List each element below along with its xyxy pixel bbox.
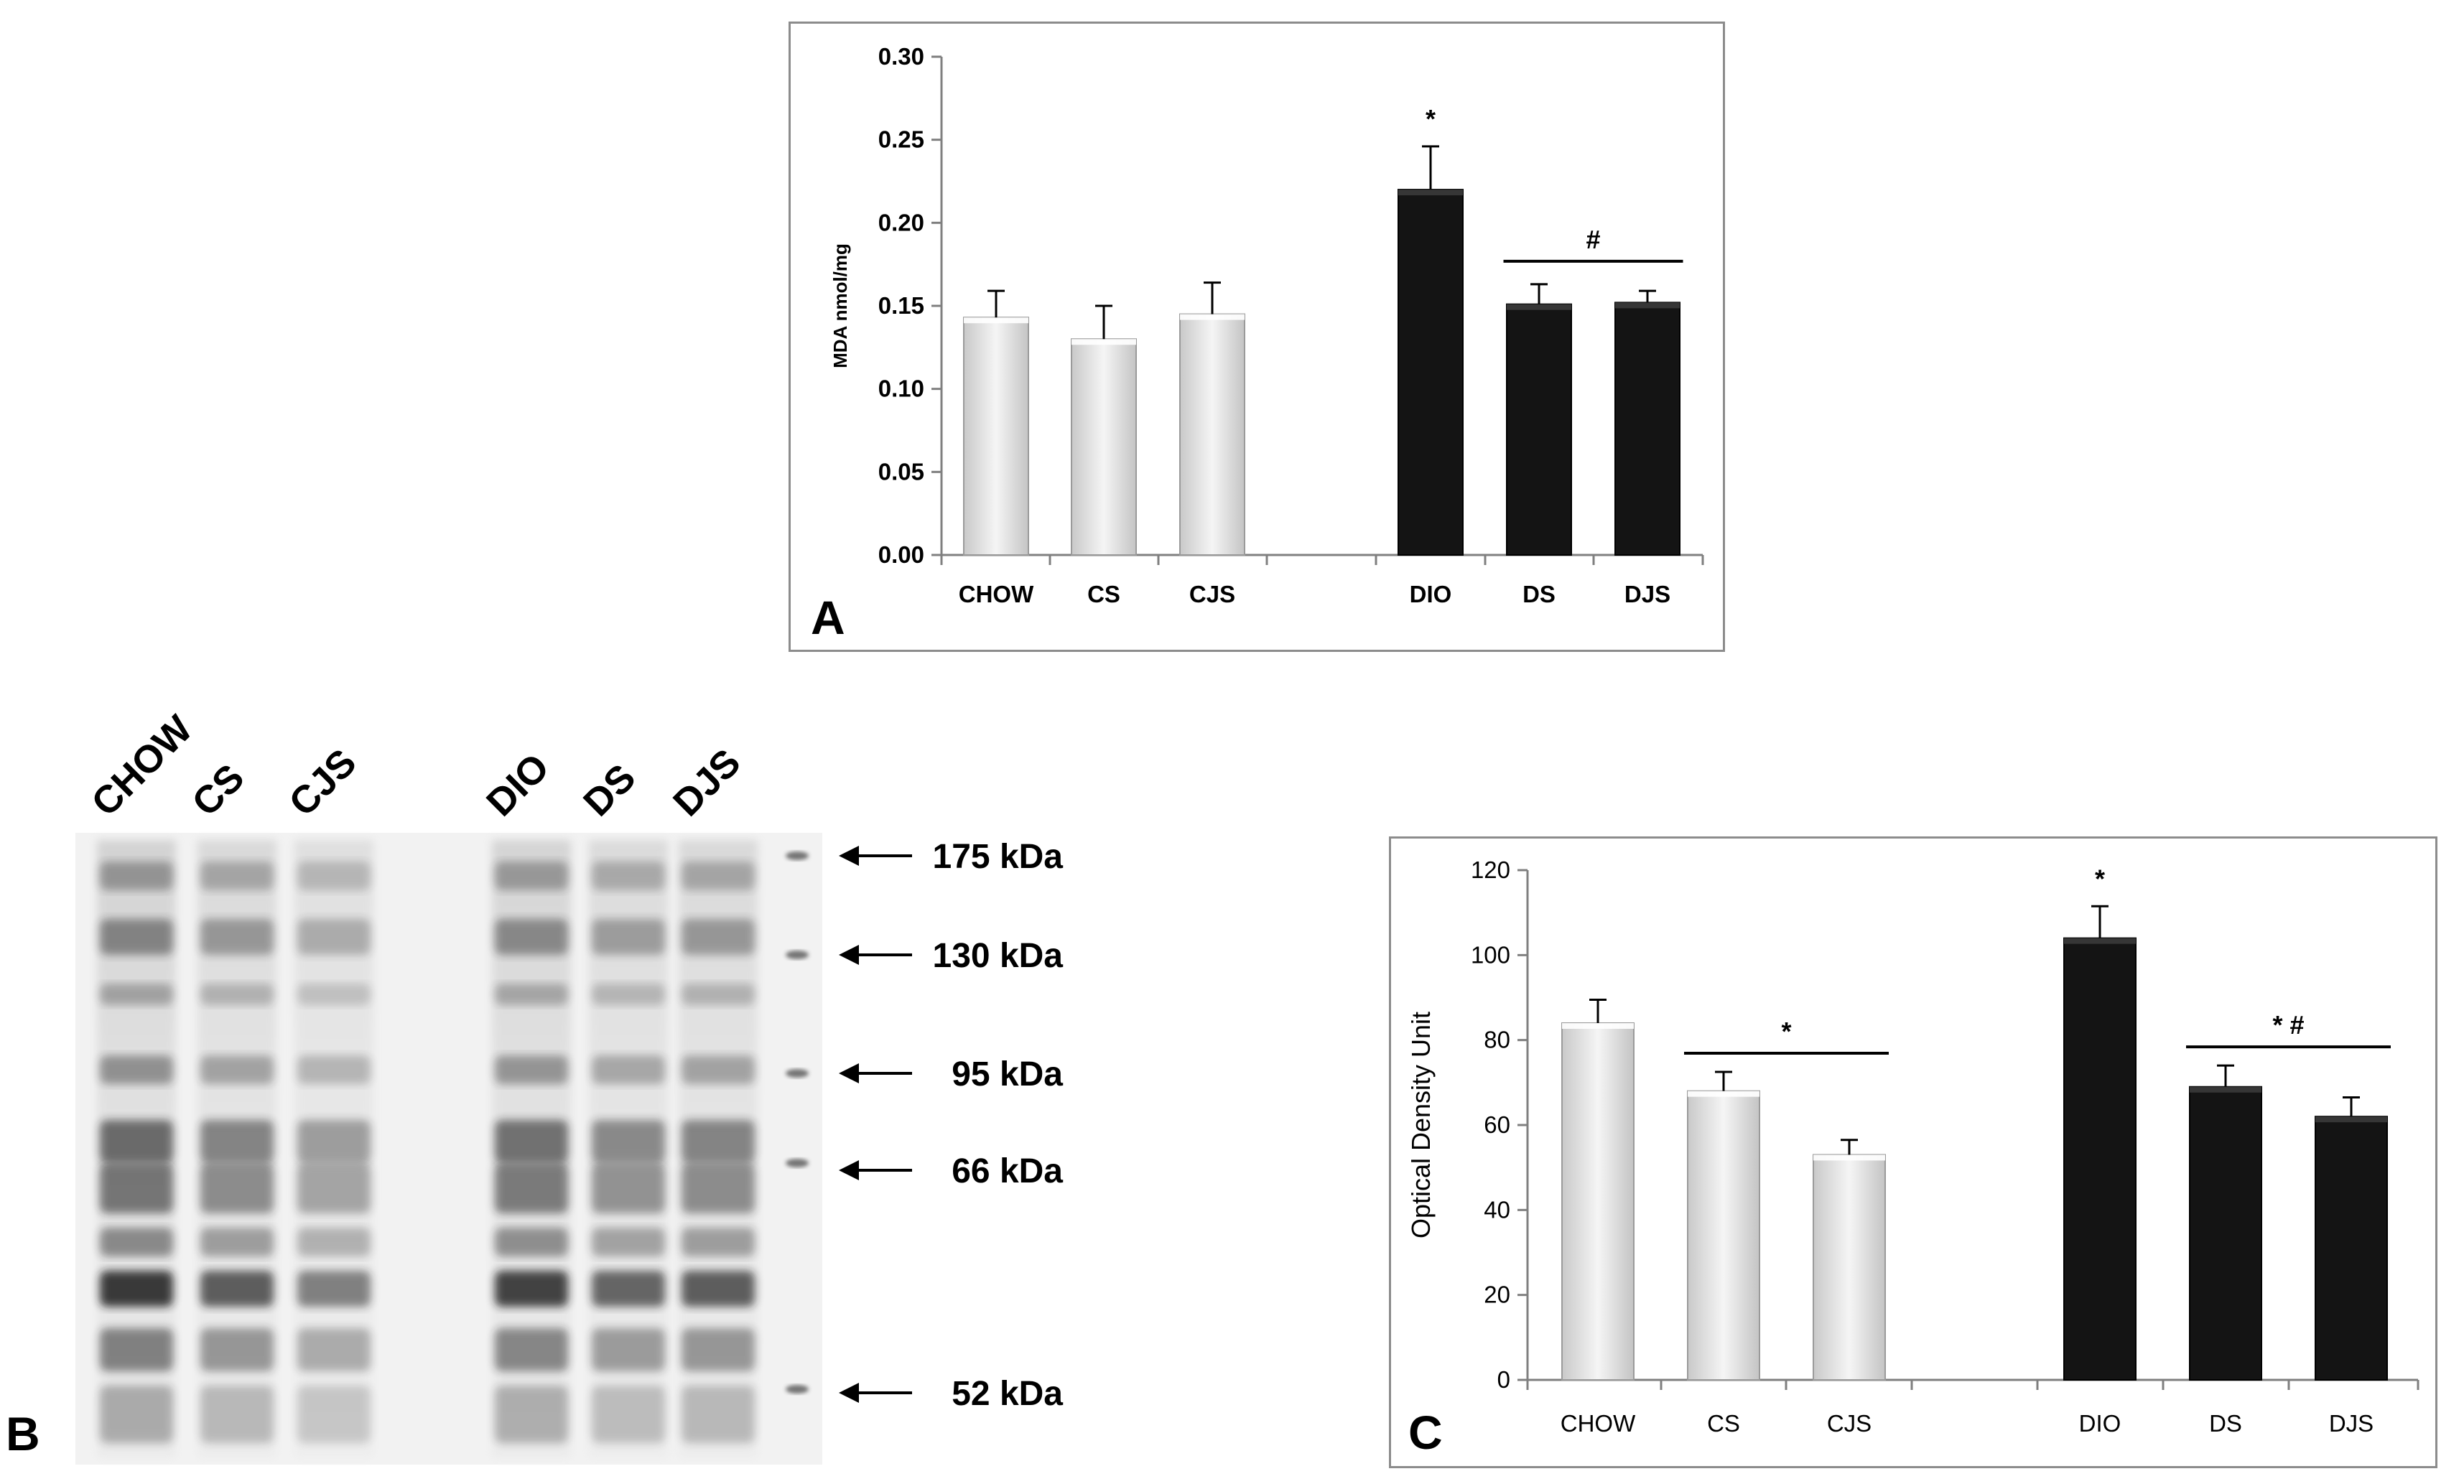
ladder-band <box>786 1069 809 1078</box>
x-tick-label-dio: DIO <box>1410 581 1452 607</box>
marker-arrowhead <box>839 945 859 965</box>
ladder-band <box>786 851 809 860</box>
bar-cap-dio <box>2064 938 2136 944</box>
y-tick-label: 120 <box>1471 857 1510 883</box>
marker-label: 175 kDa <box>933 838 1064 876</box>
blot-lane-cs <box>197 840 276 1457</box>
y-tick-label: 60 <box>1484 1111 1510 1138</box>
x-tick-label-cjs: CJS <box>1189 581 1235 607</box>
lane-label-chow: CHOW <box>83 707 200 824</box>
x-tick-label-djs: DJS <box>2329 1410 2374 1437</box>
ladder-band <box>786 951 809 959</box>
x-tick-label-cjs: CJS <box>1827 1410 1872 1437</box>
bar-ds <box>1506 303 1572 556</box>
bar-cs <box>1071 338 1137 556</box>
panel-a-chart: 0.00 0.05 0.10 0.15 0.20 0.25 0.30 CHOW CS CJS DIO… <box>811 43 1704 644</box>
panel-c-frame: 0 20 40 60 80 100 120 CHOW CS CJS DIO DS DJS * * * # Opt… <box>1389 836 2437 1468</box>
bar-cjs <box>1813 1154 1886 1381</box>
bar-cap-dio <box>1398 190 1463 196</box>
panel-letter-a: A <box>811 591 845 644</box>
bar-cap-cs <box>1688 1091 1759 1097</box>
bar-ds <box>2189 1086 2262 1381</box>
x-tick-label-cs: CS <box>1087 581 1120 607</box>
bar-cap-chow <box>1562 1023 1634 1029</box>
marker-label: 130 kDa <box>933 937 1064 975</box>
x-tick-label-ds: DS <box>2209 1410 2242 1437</box>
lane-label-dio: DIO <box>478 745 557 824</box>
blot-lane-djs <box>679 840 758 1457</box>
x-tick-label-ds: DS <box>1522 581 1556 607</box>
bar-dio <box>2063 937 2137 1381</box>
panel-c-chart: 0 20 40 60 80 100 120 CHOW CS CJS DIO DS DJS * * * # Opt… <box>1406 857 2419 1459</box>
blot-lane-chow <box>97 840 176 1457</box>
y-tick-label: 20 <box>1484 1282 1510 1308</box>
marker-arrowhead <box>839 846 859 866</box>
y-axis-label: MDA nmol/mg <box>829 243 851 368</box>
y-tick-label: 40 <box>1484 1196 1510 1223</box>
bar-cap-ds <box>1507 304 1571 310</box>
y-tick-label: 0.30 <box>878 43 924 70</box>
bar-cap-cs <box>1071 339 1136 345</box>
marker-label: 66 kDa <box>952 1152 1063 1190</box>
x-tick-label-chow: CHOW <box>1561 1410 1636 1437</box>
marker-label: 52 kDa <box>952 1375 1063 1413</box>
lane-label-cs: CS <box>184 756 252 824</box>
y-tick-label: 0.25 <box>878 126 924 153</box>
lane-label-ds: DS <box>575 756 643 824</box>
annotation-dio: * <box>1426 104 1436 134</box>
y-tick-label: 0.15 <box>878 292 924 319</box>
bar-chow <box>963 317 1029 556</box>
significance-label: * # <box>2272 1010 2304 1040</box>
marker-arrowhead <box>839 1063 859 1083</box>
y-tick-label: 100 <box>1471 941 1510 968</box>
panel-b-blot: CHOW CS CJS DIO DS DJS 175 kDa 130 kDa 95 kDa 66… <box>0 704 1185 1480</box>
panel-letter-c: C <box>1408 1406 1443 1459</box>
significance-label: * <box>1781 1017 1791 1046</box>
ladder-band <box>786 1159 809 1167</box>
y-axis-label: Optical Density Unit <box>1406 1012 1436 1238</box>
y-tick-label: 0.00 <box>878 541 924 568</box>
bar-cs <box>1687 1090 1760 1381</box>
bar-cap-cjs <box>1813 1154 1885 1161</box>
bar-cap-ds <box>2190 1086 2261 1093</box>
bar-cjs <box>1179 313 1245 556</box>
y-tick-label: 0.05 <box>878 458 924 485</box>
x-tick-label-dio: DIO <box>2079 1410 2121 1437</box>
annotation-dio: * <box>2095 864 2105 893</box>
bar-djs <box>1614 302 1680 556</box>
significance-label: # <box>1586 225 1600 254</box>
marker-arrowhead <box>839 1160 859 1180</box>
x-tick-label-chow: CHOW <box>959 581 1034 607</box>
bar-cap-cjs <box>1180 314 1245 320</box>
panel-letter-b: B <box>6 1407 40 1460</box>
blot-lane-dio <box>492 840 571 1457</box>
lane-label-cjs: CJS <box>281 741 365 825</box>
bar-cap-djs <box>1615 302 1680 309</box>
y-tick-label: 0.10 <box>878 375 924 402</box>
y-tick-label: 0 <box>1497 1366 1510 1393</box>
x-tick-label-cs: CS <box>1707 1410 1740 1437</box>
bar-dio <box>1398 189 1464 556</box>
ladder-band <box>786 1385 809 1394</box>
bar-djs <box>2315 1116 2388 1381</box>
y-tick-label: 80 <box>1484 1027 1510 1053</box>
bar-cap-chow <box>964 317 1028 324</box>
panel-a-frame: 0.00 0.05 0.10 0.15 0.20 0.25 0.30 CHOW CS CJS DIO… <box>789 22 1725 652</box>
bar-chow <box>1561 1022 1635 1381</box>
marker-label: 95 kDa <box>952 1055 1063 1093</box>
bar-cap-djs <box>2315 1116 2387 1123</box>
lane-label-djs: DJS <box>665 741 749 825</box>
marker-arrowhead <box>839 1383 859 1403</box>
blot-lane-ds <box>589 840 668 1457</box>
y-tick-label: 0.20 <box>878 209 924 235</box>
blot-lane-cjs <box>294 840 373 1457</box>
x-tick-label-djs: DJS <box>1624 581 1670 607</box>
